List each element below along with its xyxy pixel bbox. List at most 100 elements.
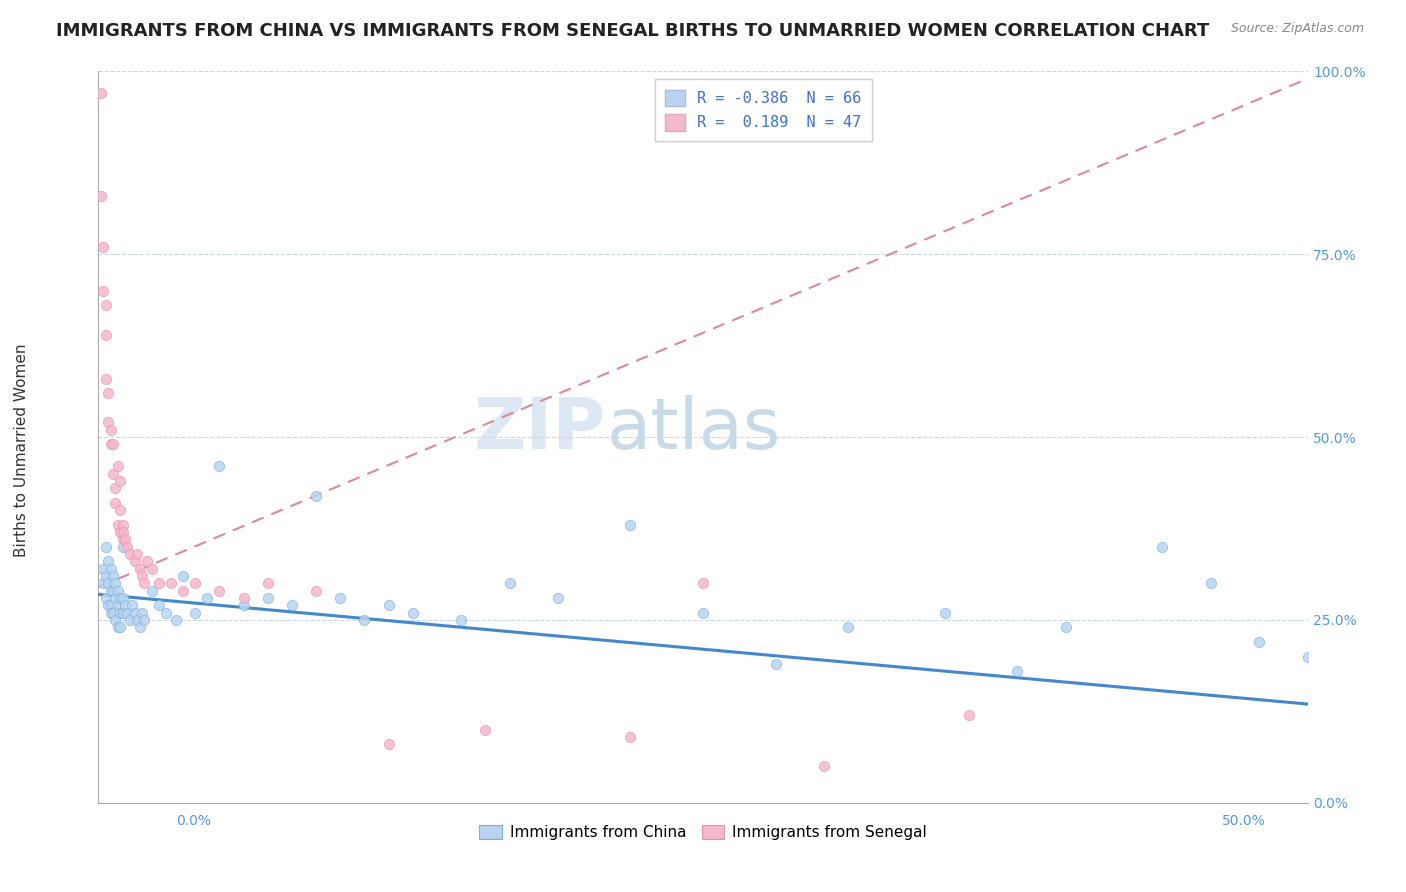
Point — [94, 540, 117, 554]
Point — [281, 599, 304, 613]
Point — [184, 576, 207, 591]
Point — [108, 606, 131, 620]
Point — [107, 459, 129, 474]
Point — [121, 599, 143, 613]
Point — [114, 533, 136, 547]
Point — [118, 547, 141, 561]
Point — [97, 386, 120, 401]
Point — [97, 599, 120, 613]
Point — [94, 371, 117, 385]
Point — [124, 554, 146, 568]
Point — [1007, 664, 1029, 678]
Point — [108, 474, 131, 488]
Point — [208, 459, 231, 474]
Point — [97, 554, 120, 568]
Point — [547, 591, 569, 605]
Point — [94, 298, 117, 312]
Point — [114, 599, 136, 613]
Point — [128, 562, 150, 576]
Point — [111, 525, 134, 540]
Point — [165, 613, 187, 627]
Point — [172, 569, 194, 583]
Point — [101, 606, 124, 620]
Point — [160, 576, 183, 591]
Point — [124, 606, 146, 620]
Text: 0.0%: 0.0% — [176, 814, 211, 828]
Text: Source: ZipAtlas.com: Source: ZipAtlas.com — [1230, 22, 1364, 36]
Point — [101, 569, 124, 583]
Point — [1152, 540, 1174, 554]
Point — [91, 576, 114, 591]
Point — [97, 416, 120, 430]
Point — [155, 606, 177, 620]
Point — [837, 620, 859, 634]
Point — [377, 599, 399, 613]
Point — [91, 562, 114, 576]
Point — [100, 583, 122, 598]
Legend: R = -0.386  N = 66, R =  0.189  N = 47: R = -0.386 N = 66, R = 0.189 N = 47 — [655, 79, 872, 141]
Point — [135, 554, 157, 568]
Point — [450, 613, 472, 627]
Point — [108, 503, 131, 517]
Point — [90, 188, 112, 202]
Point — [474, 723, 496, 737]
Point — [402, 606, 425, 620]
Point — [104, 576, 127, 591]
Point — [128, 620, 150, 634]
Point — [107, 583, 129, 598]
Point — [108, 620, 131, 634]
Point — [111, 533, 134, 547]
Point — [256, 576, 278, 591]
Point — [104, 591, 127, 605]
Point — [208, 583, 231, 598]
Point — [141, 583, 163, 598]
Point — [101, 467, 124, 481]
Point — [104, 613, 127, 627]
Point — [305, 489, 328, 503]
Point — [100, 599, 122, 613]
Point — [148, 576, 170, 591]
Point — [94, 327, 117, 342]
Point — [377, 737, 399, 751]
Point — [100, 437, 122, 451]
Point — [100, 423, 122, 437]
Point — [1199, 576, 1222, 591]
Point — [101, 437, 124, 451]
Point — [957, 708, 980, 723]
Point — [692, 606, 714, 620]
Point — [111, 517, 134, 532]
Point — [1249, 635, 1271, 649]
Point — [118, 613, 141, 627]
Point — [184, 606, 207, 620]
Point — [692, 576, 714, 591]
Point — [765, 657, 787, 671]
Point — [619, 517, 641, 532]
Point — [305, 583, 328, 598]
Point — [108, 525, 131, 540]
Point — [94, 569, 117, 583]
Point — [108, 591, 131, 605]
Point — [100, 606, 122, 620]
Point — [104, 481, 127, 495]
Point — [127, 547, 149, 561]
Point — [107, 599, 129, 613]
Point — [131, 569, 153, 583]
Point — [111, 591, 134, 605]
Point — [329, 591, 352, 605]
Point — [100, 562, 122, 576]
Text: 50.0%: 50.0% — [1222, 814, 1265, 828]
Text: IMMIGRANTS FROM CHINA VS IMMIGRANTS FROM SENEGAL BIRTHS TO UNMARRIED WOMEN CORRE: IMMIGRANTS FROM CHINA VS IMMIGRANTS FROM… — [56, 22, 1209, 40]
Point — [134, 576, 156, 591]
Point — [107, 517, 129, 532]
Point — [90, 87, 112, 101]
Point — [1054, 620, 1077, 634]
Point — [148, 599, 170, 613]
Point — [934, 606, 956, 620]
Point — [256, 591, 278, 605]
Point — [111, 540, 134, 554]
Point — [94, 591, 117, 605]
Text: Births to Unmarried Women: Births to Unmarried Women — [14, 343, 28, 558]
Point — [141, 562, 163, 576]
Point — [232, 591, 254, 605]
Point — [172, 583, 194, 598]
